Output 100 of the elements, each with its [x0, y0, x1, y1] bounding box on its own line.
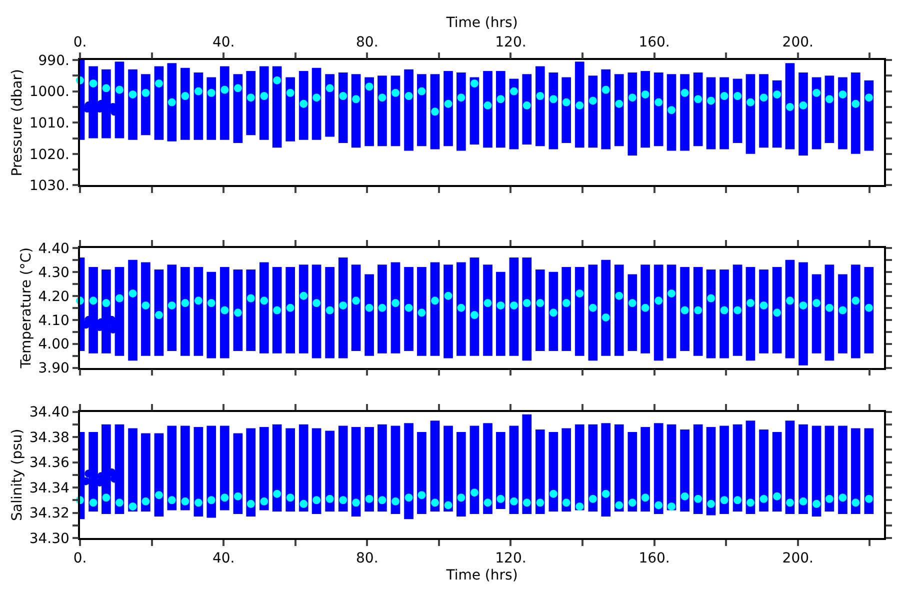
bar	[535, 269, 545, 352]
y-tick-label: 34.36	[29, 455, 70, 472]
bar	[272, 66, 282, 148]
bar	[588, 264, 598, 361]
bar	[390, 76, 400, 146]
bar	[706, 269, 716, 358]
bar	[483, 70, 492, 148]
bar	[693, 72, 703, 146]
bar	[864, 267, 874, 354]
bar	[680, 74, 690, 151]
bar	[259, 262, 269, 354]
bar	[430, 262, 440, 356]
bar	[286, 267, 295, 354]
bar	[562, 267, 572, 352]
bar	[614, 264, 624, 356]
bar	[286, 77, 295, 142]
y-tick-label: 34.34	[29, 480, 70, 496]
bar	[706, 77, 716, 150]
bar	[574, 62, 584, 148]
bar	[746, 74, 756, 154]
bar	[772, 80, 782, 148]
y-tick-label: 4.20	[38, 288, 70, 305]
bar	[601, 69, 610, 150]
bar	[233, 269, 243, 352]
y-axis-title: Salinity (psu)	[9, 428, 26, 522]
x-tick-label: 80.	[356, 550, 378, 567]
y-tick-label: 1010.	[29, 116, 70, 132]
x-tick-label: 160.	[638, 550, 670, 567]
bar	[259, 66, 269, 140]
bar	[338, 72, 348, 143]
bar	[798, 72, 808, 156]
bar	[628, 72, 638, 156]
y-tick-label: 4.30	[38, 264, 70, 281]
x-tick-label: 80.	[356, 34, 378, 51]
bar	[312, 264, 322, 358]
bar	[325, 74, 334, 137]
x-tick-label: 200.	[782, 550, 814, 567]
bar	[220, 267, 230, 358]
x-tick-label: 40.	[212, 550, 235, 567]
bar	[483, 264, 492, 356]
bar	[417, 267, 426, 356]
bar	[351, 264, 361, 352]
y-tick-label: 34.38	[29, 430, 70, 446]
bar	[838, 274, 848, 354]
bar	[548, 272, 558, 352]
x-tick-label: 0.	[73, 550, 87, 567]
bar	[838, 77, 848, 150]
bar	[364, 77, 374, 146]
y-tick-label: 3.90	[38, 360, 70, 377]
bar	[640, 70, 650, 148]
y-tick-label: 1000.	[29, 84, 70, 100]
bar	[614, 74, 624, 146]
bar	[785, 260, 795, 358]
y-tick-label: 4.10	[38, 312, 70, 329]
bar	[720, 269, 729, 358]
bar	[194, 72, 204, 140]
bar	[206, 77, 216, 140]
y-tick-label: 990.	[38, 52, 70, 69]
x-tick-label: 160.	[638, 34, 670, 51]
bar	[272, 267, 282, 354]
bar	[732, 78, 742, 143]
bar	[509, 78, 519, 150]
bar	[522, 257, 532, 361]
bar	[666, 74, 676, 151]
bar	[128, 260, 138, 361]
bar	[246, 269, 256, 352]
bar	[154, 66, 164, 140]
x-tick-label: 120.	[495, 34, 526, 51]
bar	[574, 267, 584, 356]
bar	[141, 74, 150, 136]
bar	[194, 267, 204, 356]
x-tick-label: 0.	[73, 34, 87, 51]
bar	[864, 80, 874, 151]
bar	[772, 267, 782, 354]
bar	[680, 267, 690, 352]
bar	[430, 74, 440, 150]
bar	[535, 66, 545, 146]
bar	[351, 74, 361, 148]
bar	[470, 77, 480, 145]
bar	[654, 72, 664, 146]
bar	[562, 77, 572, 143]
y-tick-label: 1030.	[29, 178, 70, 194]
bar	[444, 264, 453, 358]
y-tick-label: 34.40	[29, 404, 70, 421]
bar	[246, 70, 256, 136]
bar	[509, 257, 519, 356]
x-axis-title: Time (hrs)	[445, 567, 518, 584]
bar	[378, 264, 387, 354]
bar	[154, 269, 164, 356]
bar	[417, 74, 426, 146]
y-tick-label: 34.32	[29, 506, 70, 522]
x-axis-title: Time (hrs)	[445, 14, 518, 31]
bar	[180, 267, 190, 356]
bar	[785, 63, 795, 150]
bar	[812, 77, 822, 150]
bar	[850, 264, 860, 358]
bar	[628, 274, 638, 352]
bar	[732, 264, 742, 356]
bar	[444, 70, 453, 146]
bar	[141, 262, 150, 356]
